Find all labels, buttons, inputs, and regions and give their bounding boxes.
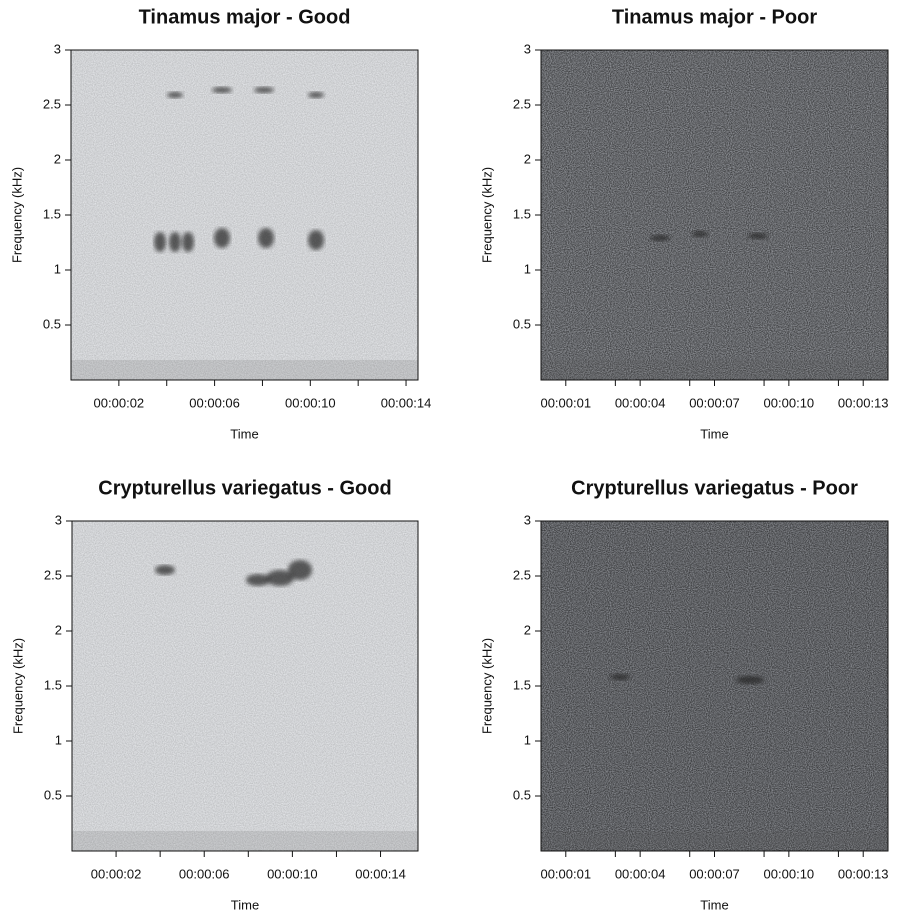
call-shape [650, 235, 670, 241]
call-shape [182, 232, 194, 252]
spectrogram-noise [72, 521, 418, 851]
spectrogram-noise [541, 521, 888, 851]
y-tick-label: 0.5 [513, 316, 531, 331]
y-tick-label: 3 [524, 41, 531, 56]
y-tick-label: 1.5 [43, 206, 61, 221]
x-tick-label: 00:00:04 [615, 395, 666, 410]
x-tick-label: 00:00:10 [764, 395, 815, 410]
x-tick-label: 00:00:04 [615, 866, 666, 881]
y-tick-label: 0.5 [513, 787, 531, 802]
x-axis-label: Time [700, 897, 728, 912]
y-tick-label: 0.5 [44, 787, 62, 802]
x-tick-label: 00:00:07 [689, 866, 740, 881]
y-tick-label: 1 [524, 261, 531, 276]
x-tick-label: 00:00:07 [689, 395, 740, 410]
y-tick-label: 0.5 [43, 316, 61, 331]
low-frequency-band [541, 360, 888, 380]
y-tick-label: 1.5 [44, 677, 62, 692]
low-frequency-band [71, 360, 418, 380]
call-shape [748, 233, 768, 239]
call-shape [610, 674, 630, 680]
call-shape [154, 232, 166, 252]
chart-title: Crypturellus variegatus - Poor [571, 477, 858, 499]
y-tick-label: 1 [524, 732, 531, 747]
x-tick-label: 00:00:01 [540, 866, 591, 881]
x-tick-label: 00:00:06 [189, 395, 240, 410]
call-shape [169, 232, 181, 252]
low-frequency-band [72, 831, 418, 851]
y-tick-label: 1 [55, 732, 62, 747]
call-shape [308, 230, 324, 250]
y-tick-label: 1.5 [513, 206, 531, 221]
x-tick-label: 00:00:10 [285, 395, 336, 410]
y-tick-label: 2 [524, 622, 531, 637]
y-axis-label: Frequency (kHz) [10, 638, 25, 734]
call-shape [736, 676, 764, 684]
x-axis-label: Time [231, 897, 259, 912]
panel: Tinamus major - Good Time Frequency (kHz) 0… [9, 6, 431, 441]
y-tick-label: 2.5 [513, 567, 531, 582]
y-axis-label: Frequency (kHz) [9, 167, 24, 263]
call-shape [288, 560, 312, 580]
chart-title: Tinamus major - Poor [612, 6, 817, 28]
low-frequency-band [541, 831, 888, 851]
y-tick-label: 1.5 [513, 677, 531, 692]
y-axis-label: Frequency (kHz) [479, 638, 494, 734]
panel: Tinamus major - Poor Time Frequency (kHz) 0… [479, 6, 888, 441]
x-tick-label: 00:00:02 [94, 395, 145, 410]
y-tick-label: 2 [524, 151, 531, 166]
call-shape [246, 574, 270, 586]
x-tick-label: 00:00:14 [381, 395, 432, 410]
call-shape [308, 92, 324, 98]
x-tick-label: 00:00:02 [91, 866, 142, 881]
y-tick-label: 2.5 [43, 96, 61, 111]
panel: Crypturellus variegatus - Good Time Freque… [10, 477, 419, 912]
x-tick-label: 00:00:14 [355, 866, 406, 881]
call-shape [258, 228, 274, 248]
call-shape [212, 87, 232, 93]
spectrogram-noise [71, 50, 418, 380]
panel: Crypturellus variegatus - Poor Time Freque… [479, 477, 888, 912]
y-axis-label: Frequency (kHz) [479, 167, 494, 263]
x-tick-label: 00:00:13 [838, 866, 889, 881]
spectrogram-noise [541, 50, 888, 380]
y-tick-label: 1 [54, 261, 61, 276]
call-shape [214, 228, 230, 248]
chart-title: Tinamus major - Good [139, 6, 351, 28]
x-tick-label: 00:00:10 [267, 866, 318, 881]
y-tick-label: 3 [55, 512, 62, 527]
y-tick-label: 2 [54, 151, 61, 166]
chart-title: Crypturellus variegatus - Good [98, 477, 391, 499]
y-tick-label: 2.5 [513, 96, 531, 111]
call-shape [155, 565, 175, 575]
x-tick-label: 00:00:13 [838, 395, 889, 410]
x-tick-label: 00:00:06 [179, 866, 230, 881]
x-tick-label: 00:00:01 [540, 395, 591, 410]
y-tick-label: 3 [524, 512, 531, 527]
y-tick-label: 3 [54, 41, 61, 56]
y-tick-label: 2.5 [44, 567, 62, 582]
call-shape [167, 92, 183, 98]
y-tick-label: 2 [55, 622, 62, 637]
call-shape [254, 87, 274, 93]
x-axis-label: Time [230, 426, 258, 441]
x-axis-label: Time [700, 426, 728, 441]
x-tick-label: 00:00:10 [764, 866, 815, 881]
call-shape [692, 231, 708, 237]
call-shape [266, 570, 294, 586]
